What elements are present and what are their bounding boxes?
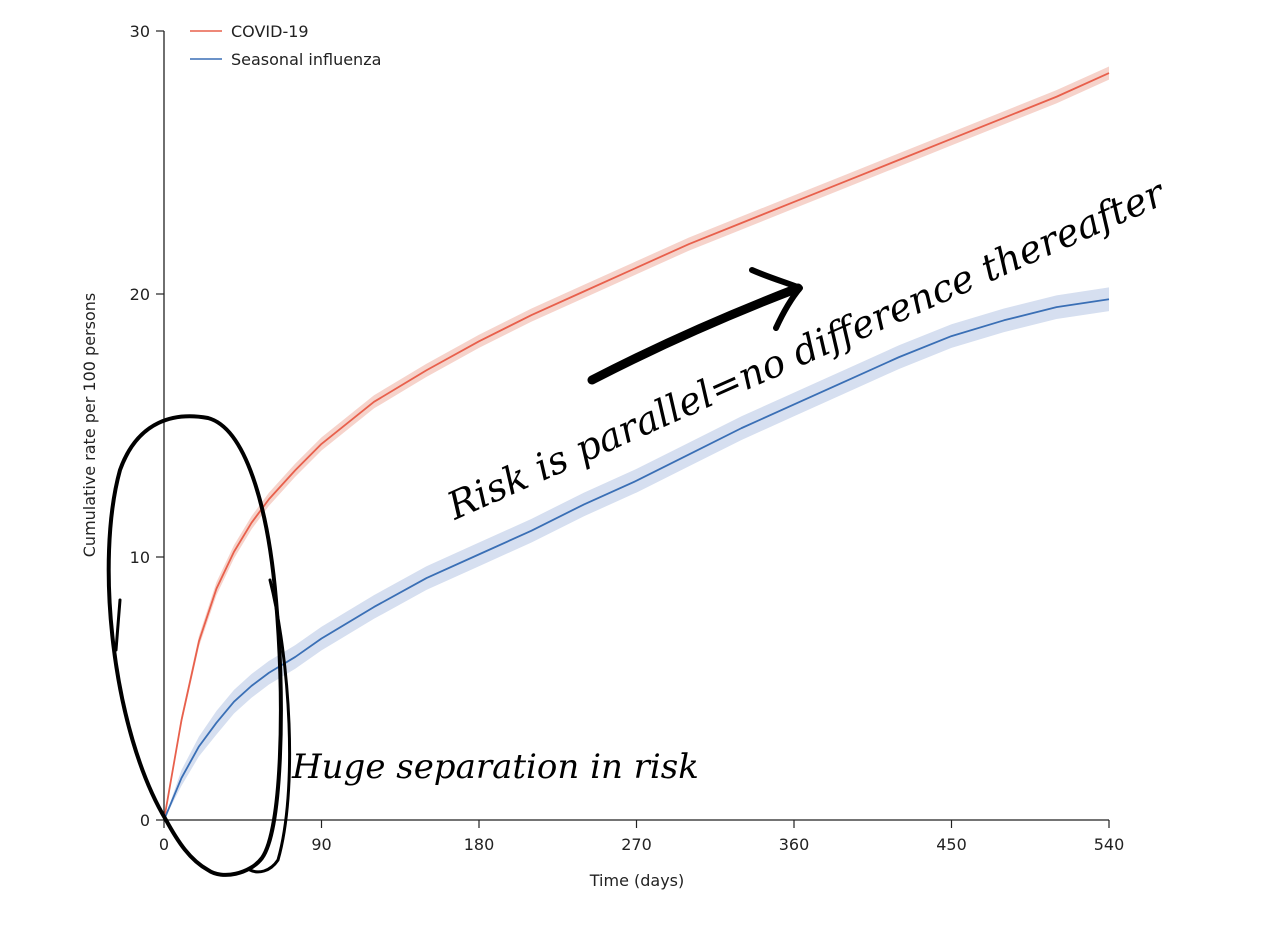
y-axis-title: Cumulative rate per 100 persons (80, 293, 99, 557)
legend-label-influenza: Seasonal influenza (231, 50, 381, 69)
series-line-1 (163, 298, 1110, 821)
y-tick-label: 20 (130, 285, 150, 304)
series-lines (163, 72, 1110, 821)
confidence-band-1 (164, 287, 1109, 820)
hand-drawn-arrow-shaft (587, 283, 803, 385)
y-ticks: 0 10 20 30 (130, 22, 164, 830)
annotation-huge-separation: Huge separation in risk (291, 747, 699, 787)
annotation-risk-parallel: Risk is parallel=no difference thereafte… (440, 170, 1174, 529)
hand-drawn-ellipse-stroke2 (248, 578, 292, 874)
x-tick-label: 450 (936, 835, 967, 854)
x-tick-label: 270 (621, 835, 652, 854)
hand-drawn-arrow-head (749, 267, 803, 331)
hand-drawn-ellipse (106, 414, 283, 877)
x-tick-label: 540 (1094, 835, 1125, 854)
hand-drawn-tick (114, 598, 122, 652)
x-tick-label: 0 (159, 835, 169, 854)
y-tick-label: 10 (130, 548, 150, 567)
legend: COVID-19 Seasonal influenza (190, 22, 381, 69)
x-axis-title: Time (days) (589, 871, 685, 890)
x-tick-label: 360 (779, 835, 810, 854)
legend-label-covid: COVID-19 (231, 22, 309, 41)
x-tick-label: 90 (311, 835, 331, 854)
x-tick-label: 180 (464, 835, 495, 854)
annotation-early-separation: Huge separation in risk (106, 414, 699, 877)
y-tick-label: 0 (140, 811, 150, 830)
series-line-0 (163, 72, 1110, 821)
y-tick-label: 30 (130, 22, 150, 41)
x-ticks: 0 90 180 270 360 450 540 (159, 820, 1124, 854)
annotation-parallel-risk: Risk is parallel=no difference thereafte… (440, 170, 1174, 529)
